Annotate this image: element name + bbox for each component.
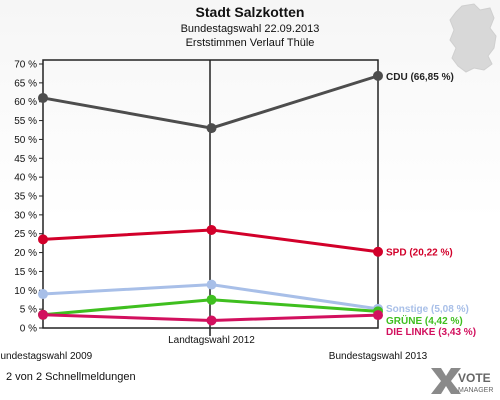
y-axis: 0 % 5 % 10 % 15 % 20 % 25 % 30 % 35 % 40 % 45 % 50… <box>14 60 43 335</box>
chart-subtitle-secondary: Erststimmen Verlauf Thüle <box>186 37 315 49</box>
y-tick-label: 25 % <box>14 229 37 240</box>
y-tick-label: 10 % <box>14 286 37 297</box>
data-point <box>38 309 48 320</box>
data-point <box>206 279 217 290</box>
y-tick-label: 5 % <box>20 305 37 316</box>
y-tick-label: 30 % <box>14 210 37 221</box>
data-point <box>38 92 48 103</box>
y-tick-label: 50 % <box>14 135 37 146</box>
data-point <box>373 310 383 321</box>
data-point <box>206 294 217 305</box>
data-point <box>373 246 383 257</box>
data-point <box>38 289 48 300</box>
footnote: 2 von 2 Schnellmeldungen <box>6 371 136 383</box>
y-tick-label: 40 % <box>14 173 37 184</box>
series-layer <box>38 70 383 326</box>
x-tick-label: Landtagswahl 2012 <box>168 335 255 346</box>
x-tick-label: Bundestagswahl 2009 <box>0 351 93 362</box>
series-label: SPD (20,22 %) <box>386 248 453 259</box>
y-tick-label: 60 % <box>14 97 37 108</box>
y-tick-label: 35 % <box>14 192 37 203</box>
y-tick-label: 55 % <box>14 116 37 127</box>
y-tick-label: 20 % <box>14 248 37 259</box>
x-axis: Bundestagswahl 2009 Landtagswahl 2012 Bund… <box>0 335 428 362</box>
data-point <box>373 70 383 81</box>
data-point <box>206 123 217 134</box>
series-label: Sonstige (5,08 %) <box>386 304 469 315</box>
series-label: CDU (66,85 %) <box>386 72 454 83</box>
logo-x-icon <box>431 368 461 394</box>
germany-map-icon <box>449 3 497 73</box>
logo-word-manager: MANAGER <box>458 387 493 394</box>
vote-manager-logo: VOTE MANAGER <box>431 368 493 394</box>
data-point <box>206 315 217 326</box>
series-label: GRÜNE (4,42 %) <box>386 314 463 327</box>
series-label: DIE LINKE (3,43 %) <box>386 327 476 338</box>
series-label-layer: CDU (66,85 %) SPD (20,22 %) Sonstige (5,08… <box>386 72 476 338</box>
data-point <box>38 234 48 245</box>
y-tick-label: 65 % <box>14 78 37 89</box>
data-point <box>206 224 217 235</box>
x-tick-label: Bundestagswahl 2013 <box>329 351 428 362</box>
chart-subtitle: Bundestagswahl 22.09.2013 <box>181 23 320 35</box>
logo-word-vote: VOTE <box>458 371 491 385</box>
chart-title: Stadt Salzkotten <box>196 4 305 20</box>
y-tick-label: 70 % <box>14 60 37 71</box>
y-tick-label: 45 % <box>14 154 37 165</box>
y-tick-label: 0 % <box>20 324 37 335</box>
y-tick-label: 15 % <box>14 267 37 278</box>
